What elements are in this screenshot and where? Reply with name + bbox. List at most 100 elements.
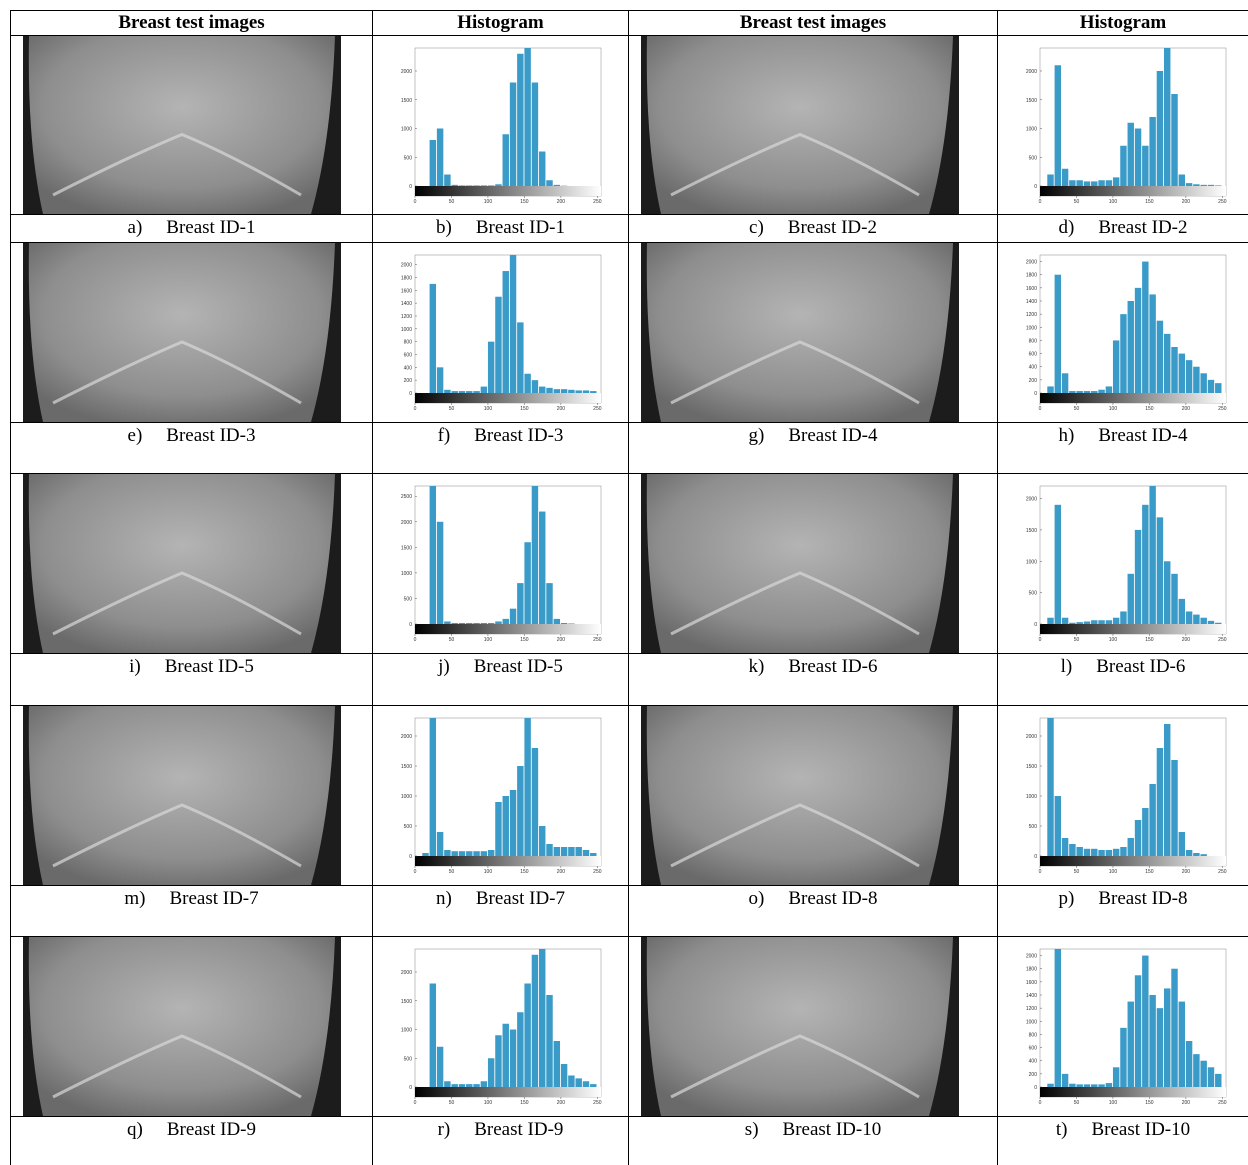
histogram-bar [502, 134, 509, 186]
histogram-bar [1120, 1027, 1127, 1087]
histogram-bar [1134, 820, 1142, 856]
y-tick-label: 600 [1029, 1046, 1038, 1052]
y-tick-label: 0 [1034, 1085, 1037, 1091]
x-tick-label: 200 [557, 1100, 566, 1106]
caption-label: f) [437, 425, 451, 446]
thermal-image [641, 243, 959, 422]
caption-label: q) [127, 1119, 143, 1140]
histogram-bar [451, 1084, 458, 1087]
caption-text: Breast ID-1 [475, 217, 565, 238]
histogram-bar [444, 1081, 451, 1087]
histogram-bar [1149, 117, 1156, 186]
thermal-image [641, 36, 959, 214]
y-tick-label: 1000 [1026, 1019, 1037, 1025]
image-cell [10, 705, 372, 885]
thermal-image [23, 243, 341, 422]
y-tick-label: 400 [1029, 365, 1038, 371]
histogram-bar [575, 1078, 582, 1087]
histogram-bar [1127, 1001, 1134, 1087]
y-tick-label: 800 [404, 340, 413, 346]
histogram-bar [1105, 850, 1113, 856]
x-tick-label: 100 [1109, 1100, 1118, 1106]
histogram-bar [1215, 1073, 1222, 1087]
x-tick-label: 50 [1074, 199, 1080, 205]
x-tick-label: 250 [1218, 1100, 1227, 1106]
histogram-bar [1149, 995, 1156, 1087]
x-tick-label: 50 [1074, 1100, 1080, 1106]
histogram-cell: 0 500 1000 1500 2000 0 50 100 150 200 250 [997, 35, 1248, 214]
histogram-bar [1127, 838, 1134, 856]
x-tick-label: 100 [484, 1100, 493, 1106]
caption-label: p) [1058, 888, 1075, 909]
caption-text: Breast ID-9 [474, 1119, 564, 1140]
histogram-bar [436, 521, 444, 624]
histogram-bar [422, 853, 429, 856]
histogram-bar [1156, 748, 1164, 856]
x-tick-label: 0 [1039, 637, 1042, 643]
y-tick-label: 2000 [401, 520, 412, 526]
caption-label: s) [744, 1119, 759, 1140]
histogram-bar [473, 185, 480, 186]
y-tick-label: 2500 [401, 494, 412, 500]
histogram-bar [546, 180, 553, 186]
histogram-cell: 0 500 1000 1500 2000 2500 0 50 100 150 200 250 [372, 473, 628, 653]
histogram-bar [575, 390, 582, 393]
y-tick-label: 500 [1029, 591, 1038, 597]
y-tick-label: 2000 [1026, 734, 1037, 740]
y-tick-label: 800 [1029, 338, 1038, 344]
x-tick-label: 100 [1109, 637, 1118, 643]
caption-label: m) [124, 888, 146, 909]
histogram-bar [546, 583, 553, 624]
histogram-cell: 0 500 1000 1500 2000 0 50 100 150 200 250 [372, 35, 628, 214]
histogram-bar [1091, 181, 1098, 186]
histogram-bar [1076, 622, 1083, 624]
caption: a) Breast ID-1 [10, 214, 372, 242]
header-cell: Breast test images [628, 10, 997, 35]
histogram-bar [1156, 71, 1164, 186]
x-tick-label: 100 [484, 406, 493, 412]
x-tick-label: 200 [1182, 869, 1191, 875]
histogram-bar [1047, 386, 1054, 393]
y-tick-label: 0 [409, 391, 412, 397]
histogram-bar [582, 1081, 590, 1087]
histogram-bar [1047, 617, 1054, 624]
histogram-bar [1105, 180, 1113, 186]
histogram-bar [1156, 1008, 1164, 1087]
histogram-bar [509, 608, 517, 624]
histogram-bar [1054, 65, 1062, 186]
histogram-bar [546, 995, 553, 1087]
y-tick-label: 1500 [1026, 98, 1037, 104]
histogram-bar [1134, 529, 1142, 624]
x-tick-label: 100 [484, 637, 493, 643]
histogram-bar [1105, 386, 1113, 393]
histogram-bar [466, 851, 473, 856]
x-tick-label: 200 [557, 199, 566, 205]
caption: c) Breast ID-2 [628, 214, 997, 242]
histogram-bar [575, 847, 582, 856]
image-cell [10, 242, 372, 422]
histogram-bar [582, 390, 590, 393]
x-tick-label: 150 [520, 199, 529, 205]
histogram-bar [429, 983, 437, 1087]
histogram-bar [560, 847, 568, 856]
y-tick-label: 600 [1029, 352, 1038, 358]
histogram-cell: 0 500 1000 1500 2000 0 50 100 150 200 250 [372, 936, 628, 1116]
y-tick-label: 800 [1029, 1032, 1038, 1038]
thermal-image [23, 706, 341, 885]
y-tick-label: 400 [404, 365, 413, 371]
histogram-bar [436, 367, 444, 393]
histogram-bar [429, 486, 437, 624]
histogram-bar [1069, 391, 1076, 393]
histogram-bar [1083, 1084, 1091, 1087]
caption: m) Breast ID-7 [10, 885, 372, 936]
fold [670, 1034, 920, 1099]
histogram-bar [1156, 320, 1164, 393]
y-tick-label: 0 [409, 622, 412, 628]
histogram-bar [590, 853, 597, 856]
histogram-bar [1061, 838, 1069, 856]
histogram-bar [524, 983, 531, 1087]
y-tick-label: 1500 [1026, 764, 1037, 770]
y-tick-label: 2000 [401, 69, 412, 75]
caption-text: Breast ID-2 [1098, 217, 1188, 238]
x-tick-label: 200 [557, 637, 566, 643]
